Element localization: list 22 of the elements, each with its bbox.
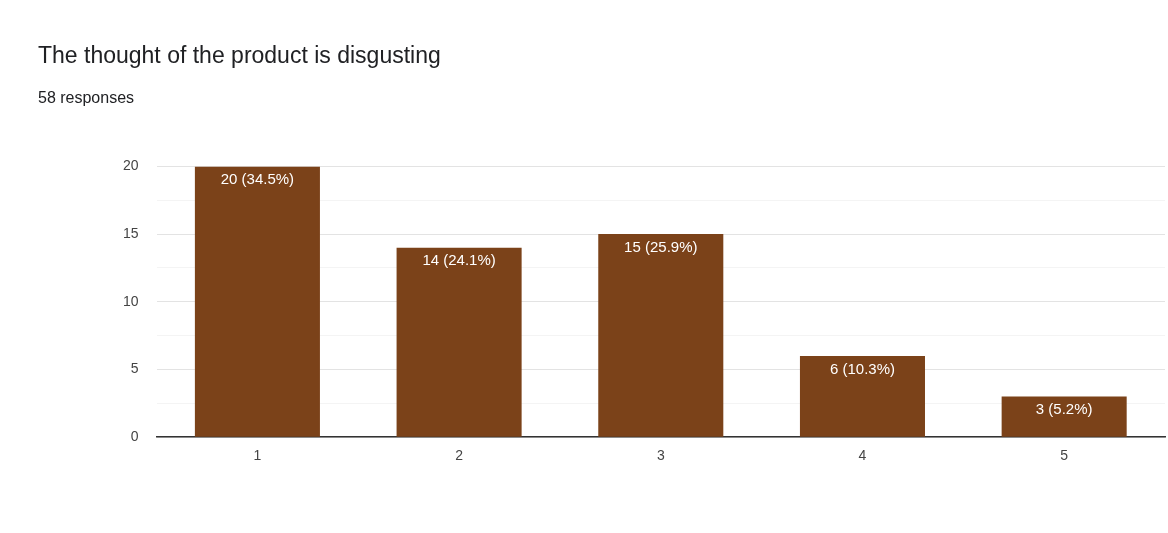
data-label: 15 (25.9%)	[624, 237, 698, 255]
x-tick-label: 1	[253, 447, 262, 464]
bar	[1001, 396, 1127, 437]
y-tick-label: 10	[122, 292, 139, 309]
x-tick-label: 2	[455, 447, 464, 464]
y-tick-label: 0	[130, 428, 139, 445]
bar	[194, 166, 320, 437]
bar	[598, 234, 724, 437]
bar	[396, 247, 522, 437]
x-tick-label: 3	[656, 447, 665, 464]
y-tick-label: 5	[130, 360, 139, 377]
data-label: 20 (34.5%)	[220, 170, 295, 188]
x-tick-label: 4	[858, 447, 867, 464]
chart-subtitle: 58 responses	[38, 89, 135, 107]
y-tick-label: 15	[122, 224, 139, 241]
data-label: 14 (24.1%)	[422, 251, 496, 269]
y-tick-label: 20	[122, 157, 139, 174]
x-tick-label: 5	[1060, 447, 1069, 464]
chart-title: The thought of the product is disgusting	[38, 42, 441, 69]
data-label: 6 (10.3%)	[829, 359, 895, 377]
bar	[799, 355, 925, 437]
data-label: 3 (5.2%)	[1035, 400, 1093, 418]
